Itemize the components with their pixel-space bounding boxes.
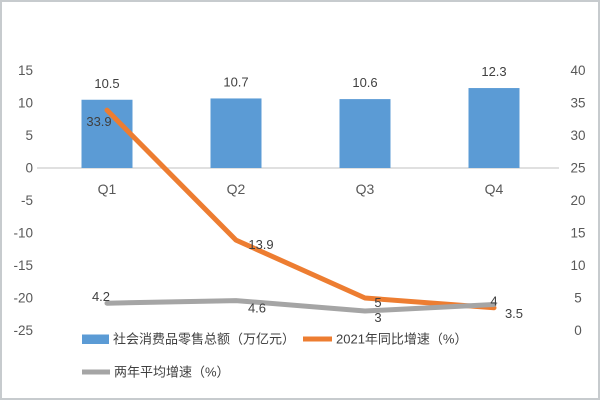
line-two-year-avg-growth-label-q4: 4 [490,294,497,309]
legend-label-2021-yoy: 2021年同比增速（%） [336,332,467,347]
left-axis-tick-1: 10 [18,96,33,111]
line-two-year-avg-growth [104,298,497,314]
left-axis-tick-5: -10 [13,226,33,241]
left-axis-tick-2: 5 [25,128,33,143]
left-axis-tick-8: -25 [13,323,33,338]
legend-label-retail-total: 社会消费品零售总额（万亿元） [113,332,295,347]
bar-label-q2: 10.7 [223,74,248,89]
left-axis-tick-7: -20 [13,291,33,306]
bar-label-q3: 10.6 [352,75,377,90]
left-axis-tick-3: 0 [25,161,33,176]
line-2021-yoy-growth [104,107,497,311]
right-axis-tick-3: 25 [570,161,585,176]
bar-q3 [339,99,391,168]
category-label-q1: Q1 [98,181,117,197]
left-axis-tick-4: -5 [21,193,33,208]
right-axis-tick-6: 10 [570,258,585,273]
category-label-q4: Q4 [485,181,504,197]
right-axis-tick-4: 20 [570,193,585,208]
line-2021-yoy-growth-label-q3: 5 [374,295,381,310]
line-two-year-avg-growth-label-q1: 4.2 [92,289,110,304]
right-axis-tick-0: 40 [570,63,585,78]
left-axis-tick-0: 15 [18,63,33,78]
legend-label-two-year-avg: 两年平均增速（%） [114,365,230,380]
right-axis-tick-2: 30 [570,128,585,143]
right-axis-tick-8: 0 [574,323,582,338]
category-label-q3: Q3 [356,181,375,197]
line-2021-yoy-growth-label-q1: 33.9 [86,114,111,129]
left-axis-tick-6: -15 [13,258,33,273]
bar-label-q4: 12.3 [481,64,506,79]
bar-q4 [468,88,520,168]
right-axis-tick-7: 5 [574,291,582,306]
right-axis-tick-5: 15 [570,226,585,241]
line-2021-yoy-growth-label-q4: 3.5 [505,306,523,321]
bar-q2 [210,98,262,168]
bar-label-q1: 10.5 [94,76,119,91]
category-label-q2: Q2 [227,181,246,197]
line-2021-yoy-growth-label-q2: 13.9 [248,237,273,252]
line-two-year-avg-growth-label-q3: 3 [374,310,381,325]
line-two-year-avg-growth-label-q2: 4.6 [248,301,266,316]
right-axis-tick-1: 35 [570,96,585,111]
legend-swatch-retail-total [82,334,109,344]
